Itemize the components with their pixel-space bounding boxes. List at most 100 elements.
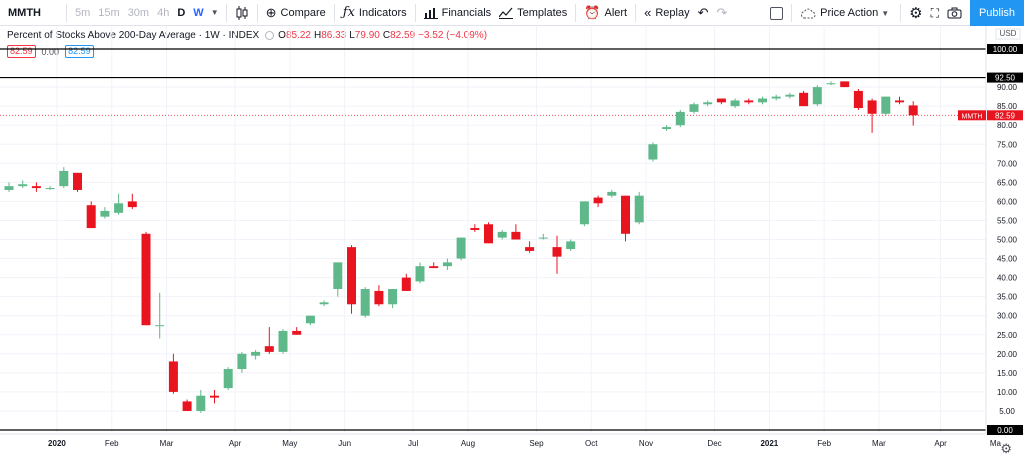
financials-button[interactable]: Financials (420, 1, 496, 25)
candle-body[interactable] (497, 231, 507, 238)
candle-body[interactable] (182, 401, 192, 411)
hline-price-tag[interactable] (987, 72, 1023, 83)
candle-body[interactable] (470, 228, 480, 230)
candle-body[interactable] (566, 241, 576, 250)
compare-button[interactable]: ⊕ Compare (262, 1, 330, 25)
currency-box[interactable] (995, 28, 1021, 40)
candle-body[interactable] (278, 330, 288, 352)
hline-price-tag[interactable] (987, 425, 1023, 435)
replay-button[interactable]: « Replay (640, 1, 693, 25)
candle-body[interactable] (840, 81, 850, 88)
candle-body[interactable] (525, 247, 535, 251)
interval-15m[interactable]: 15m (98, 6, 120, 19)
candle-body[interactable] (621, 195, 630, 234)
candle-body[interactable] (908, 105, 918, 116)
candle-body[interactable] (45, 188, 55, 190)
candle-body[interactable] (292, 330, 302, 335)
candle-body[interactable] (374, 290, 384, 305)
candle-body[interactable] (141, 233, 151, 326)
chart-title[interactable]: Percent of Stocks Above 200-Day Average … (7, 30, 260, 41)
interval-chevron-down-icon[interactable]: ▼ (210, 8, 219, 17)
candle-body[interactable] (730, 100, 740, 107)
candle-body[interactable] (511, 231, 521, 240)
candle-body[interactable] (744, 100, 754, 103)
candle-body[interactable] (716, 98, 726, 103)
candle-body[interactable] (333, 262, 343, 290)
last-price-tag[interactable] (987, 110, 1023, 121)
interval-30m[interactable]: 30m (127, 6, 150, 19)
candle-body[interactable] (401, 277, 411, 291)
candle-body[interactable] (771, 96, 781, 99)
symbol-name-tag[interactable] (958, 110, 986, 121)
candle-body[interactable] (31, 186, 41, 189)
candle-body[interactable] (662, 127, 672, 130)
candle-body[interactable] (484, 224, 493, 244)
indicators-button[interactable]: ƒx Indicators (339, 1, 411, 25)
price-axis[interactable] (986, 26, 1024, 461)
symbol-search[interactable]: MMTH (8, 6, 41, 19)
layout-name-button[interactable]: Price Action ▼ (796, 1, 896, 25)
settings-button[interactable]: ⚙ (905, 1, 926, 25)
hline-price-tag[interactable] (987, 44, 1023, 54)
candle-body[interactable] (826, 83, 836, 85)
publish-button[interactable]: Publish (970, 0, 1024, 26)
candle-body[interactable] (114, 203, 124, 213)
candle-body[interactable] (86, 205, 96, 229)
templates-button[interactable]: Templates (495, 1, 571, 25)
candle-body[interactable] (73, 172, 82, 190)
candle-body[interactable] (237, 353, 247, 370)
interval-4h[interactable]: 4h (157, 6, 170, 19)
candle-body[interactable] (607, 191, 617, 196)
candle-body[interactable] (785, 94, 795, 97)
bid-value-badge[interactable]: 82.59 (7, 45, 36, 58)
candle-body[interactable] (155, 325, 165, 327)
fullscreen-button[interactable]: ⛶ (927, 1, 943, 25)
candle-body[interactable] (59, 170, 69, 187)
candle-body[interactable] (319, 302, 329, 305)
interval-w[interactable]: W (193, 6, 204, 19)
candle-body[interactable] (442, 262, 452, 267)
candle-body[interactable] (4, 186, 14, 190)
candle-body[interactable] (799, 92, 809, 107)
alert-button[interactable]: ⏰ Alert (580, 1, 631, 25)
candle-body[interactable] (853, 90, 863, 109)
candle-body[interactable] (18, 184, 28, 187)
candle-body[interactable] (895, 100, 904, 103)
layout-toggle[interactable] (766, 1, 787, 25)
candle-body[interactable] (675, 111, 685, 126)
candle-body[interactable] (223, 369, 233, 389)
candle-body[interactable] (579, 201, 589, 225)
candle-body[interactable] (251, 351, 261, 356)
candle-body[interactable] (867, 100, 877, 114)
candle-body[interactable] (100, 210, 110, 217)
candle-body[interactable] (168, 361, 178, 392)
redo-button[interactable]: ↷ (713, 1, 732, 25)
price-chart[interactable]: USD 5.00 10.00 15.00 20.00 25.00 30.00 35.00 40.… (0, 26, 1024, 461)
candle-body[interactable] (552, 247, 562, 257)
candle-body[interactable] (360, 289, 370, 316)
candle-body[interactable] (538, 237, 548, 239)
candle-body[interactable] (593, 197, 603, 204)
candle-body[interactable] (689, 104, 699, 112)
candle-body[interactable] (429, 266, 439, 269)
ask-value-badge[interactable]: 82.59 (65, 45, 94, 58)
interval-d[interactable]: D (177, 6, 186, 19)
candle-body[interactable] (264, 346, 274, 352)
candle-body[interactable] (347, 247, 356, 305)
candle-body[interactable] (415, 266, 425, 282)
chart-type-button[interactable] (231, 1, 253, 25)
candle-body[interactable] (210, 395, 219, 398)
candle-body[interactable] (703, 102, 713, 105)
snapshot-button[interactable] (943, 1, 966, 25)
candle-body[interactable] (196, 395, 206, 411)
undo-button[interactable]: ↶ (694, 1, 713, 25)
candle-body[interactable] (881, 96, 891, 114)
interval-5m[interactable]: 5m (75, 6, 91, 19)
candle-body[interactable] (456, 237, 466, 259)
candle-body[interactable] (648, 144, 658, 160)
axis-settings-gear-icon[interactable]: ⚙ (1000, 441, 1012, 456)
candle-body[interactable] (388, 289, 398, 305)
candle-body[interactable] (127, 201, 137, 208)
candle-body[interactable] (812, 87, 822, 105)
candle-body[interactable] (634, 195, 644, 223)
